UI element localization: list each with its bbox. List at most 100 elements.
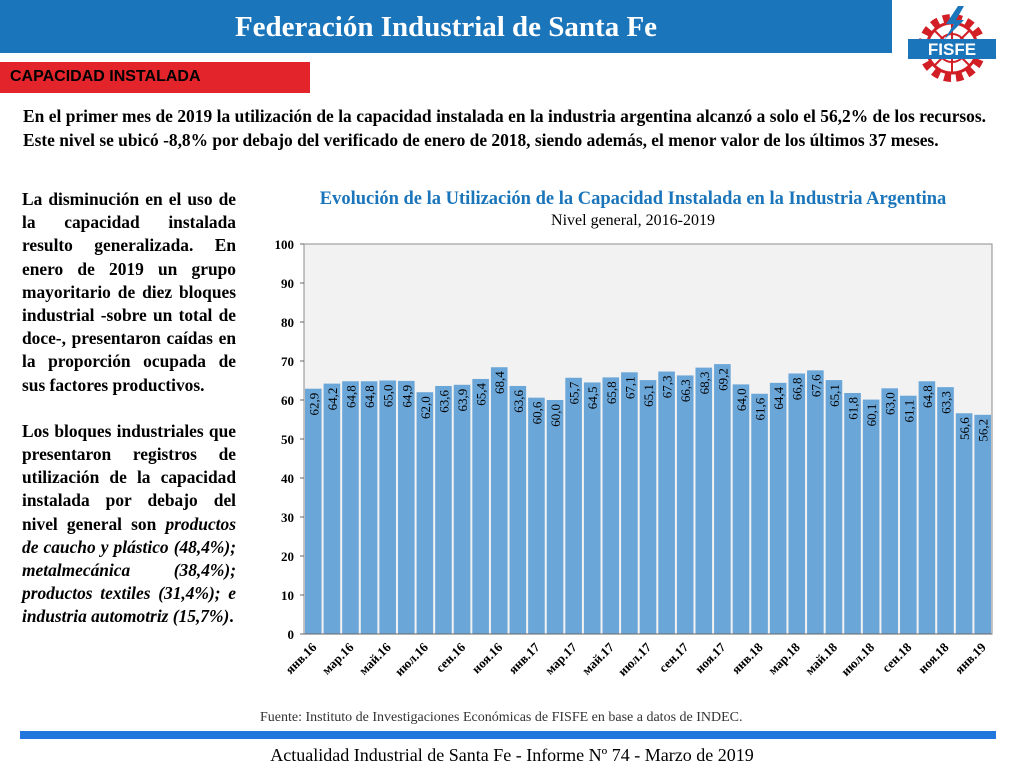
bar	[862, 399, 880, 634]
data-label: 56,6	[957, 417, 972, 440]
data-label: 65,1	[827, 384, 842, 407]
x-tick-label: янв.16	[282, 639, 320, 677]
data-label: 60,1	[864, 404, 879, 427]
x-tick-label: ноя.18	[915, 639, 952, 676]
y-tick-label: 90	[281, 276, 294, 291]
y-tick-label: 100	[275, 237, 295, 252]
bar	[305, 388, 322, 634]
left-paragraph-2-italic: productos de caucho y plástico (48,4%); …	[22, 513, 236, 627]
bar	[323, 383, 341, 634]
x-tick-label: янв.17	[505, 639, 543, 677]
footer-bar	[20, 731, 996, 739]
x-tick-label: сен.16	[432, 639, 468, 675]
y-tick-label: 0	[288, 627, 295, 642]
bar	[955, 413, 973, 634]
bar	[509, 385, 527, 634]
chart-subtitle: Nivel general, 2016-2019	[551, 212, 715, 229]
data-label: 64,0	[734, 388, 749, 411]
data-label: 64,8	[362, 385, 377, 408]
data-label: 65,1	[641, 384, 656, 407]
bar	[602, 377, 620, 634]
data-label: 68,3	[697, 372, 712, 395]
data-label: 64,4	[771, 386, 786, 409]
data-label: 64,8	[920, 385, 935, 408]
x-tick-label: мар.18	[765, 639, 803, 677]
logo-text: FISFE	[928, 40, 976, 59]
bar	[621, 372, 638, 634]
data-label: 60,0	[548, 404, 563, 427]
data-label: 61,1	[901, 400, 916, 423]
left-paragraph-2-text: Los bloques industriales que presentaron…	[22, 420, 236, 534]
bar	[881, 388, 899, 634]
data-label: 61,6	[753, 397, 768, 420]
x-tick-label: ноя.16	[469, 639, 506, 676]
lightning-icon	[944, 6, 964, 40]
data-label: 60,6	[529, 401, 544, 424]
x-tick-label: мар.16	[319, 639, 357, 677]
y-tick-label: 40	[281, 471, 294, 486]
left-paragraph-1: La disminución en el uso de la capacidad…	[22, 189, 236, 395]
bar	[844, 392, 861, 634]
bar	[695, 367, 713, 634]
bar	[769, 382, 787, 634]
bar	[825, 380, 843, 634]
section-label: CAPACIDAD INSTALADA	[0, 62, 310, 93]
bar	[416, 392, 434, 634]
bar	[676, 375, 694, 634]
data-label: 64,9	[399, 385, 414, 408]
x-tick-label: ноя.17	[692, 639, 729, 676]
data-label: 65,0	[381, 385, 396, 408]
bar	[583, 382, 601, 634]
bar	[490, 367, 508, 634]
chart-title: Evolución de la Utilización de la Capaci…	[319, 189, 947, 209]
y-tick-label: 80	[281, 315, 294, 330]
bar	[546, 400, 564, 634]
bar	[937, 387, 954, 634]
bar	[453, 384, 471, 634]
x-tick-label: июл.17	[615, 639, 655, 679]
fisfe-logo: FISFE	[908, 6, 996, 82]
data-label: 68,4	[492, 371, 507, 394]
x-tick-label: янв.18	[728, 639, 766, 677]
bar	[714, 364, 731, 634]
page-title: Federación Industrial de Santa Fe	[234, 11, 658, 43]
x-tick-label: июл.16	[392, 639, 432, 679]
x-tick-label: май.17	[579, 639, 618, 678]
intro-paragraph: En el primer mes de 2019 la utilización …	[23, 106, 986, 150]
data-label: 64,2	[325, 388, 340, 411]
data-label: 63,0	[883, 392, 898, 415]
y-tick-label: 20	[281, 549, 294, 564]
bar	[732, 384, 750, 634]
bar	[565, 377, 582, 634]
data-label: 56,2	[976, 419, 991, 442]
bar	[751, 393, 768, 634]
bar	[435, 385, 452, 634]
data-label: 61,8	[846, 397, 861, 420]
x-tick-label: сен.18	[879, 639, 915, 675]
bar	[472, 378, 489, 634]
y-tick-label: 30	[281, 510, 294, 525]
bar	[379, 380, 396, 634]
source-note: Fuente: Instituto de Investigaciones Eco…	[260, 710, 743, 725]
x-tick-label: май.18	[802, 639, 841, 678]
data-label: 67,6	[808, 374, 823, 397]
y-tick-label: 50	[281, 432, 294, 447]
data-label: 67,1	[622, 376, 637, 399]
data-label: 63,6	[436, 389, 451, 412]
logo-band	[908, 39, 996, 59]
data-label: 67,3	[660, 376, 675, 399]
left-paragraph-2: Los bloques industriales que presentaron…	[22, 420, 236, 629]
data-label: 62,0	[418, 396, 433, 419]
y-tick-label: 60	[281, 393, 294, 408]
bar	[658, 371, 675, 634]
bar	[788, 373, 806, 634]
x-tick-label: янв.19	[951, 639, 989, 677]
data-label: 63,9	[455, 389, 470, 412]
y-tick-label: 70	[281, 354, 294, 369]
bar	[397, 380, 415, 634]
y-tick-label: 10	[281, 588, 294, 603]
left-column: La disminución en el uso de la capacidad…	[22, 188, 236, 629]
header-bar	[0, 0, 892, 53]
left-paragraph-2-end: .	[229, 606, 234, 627]
